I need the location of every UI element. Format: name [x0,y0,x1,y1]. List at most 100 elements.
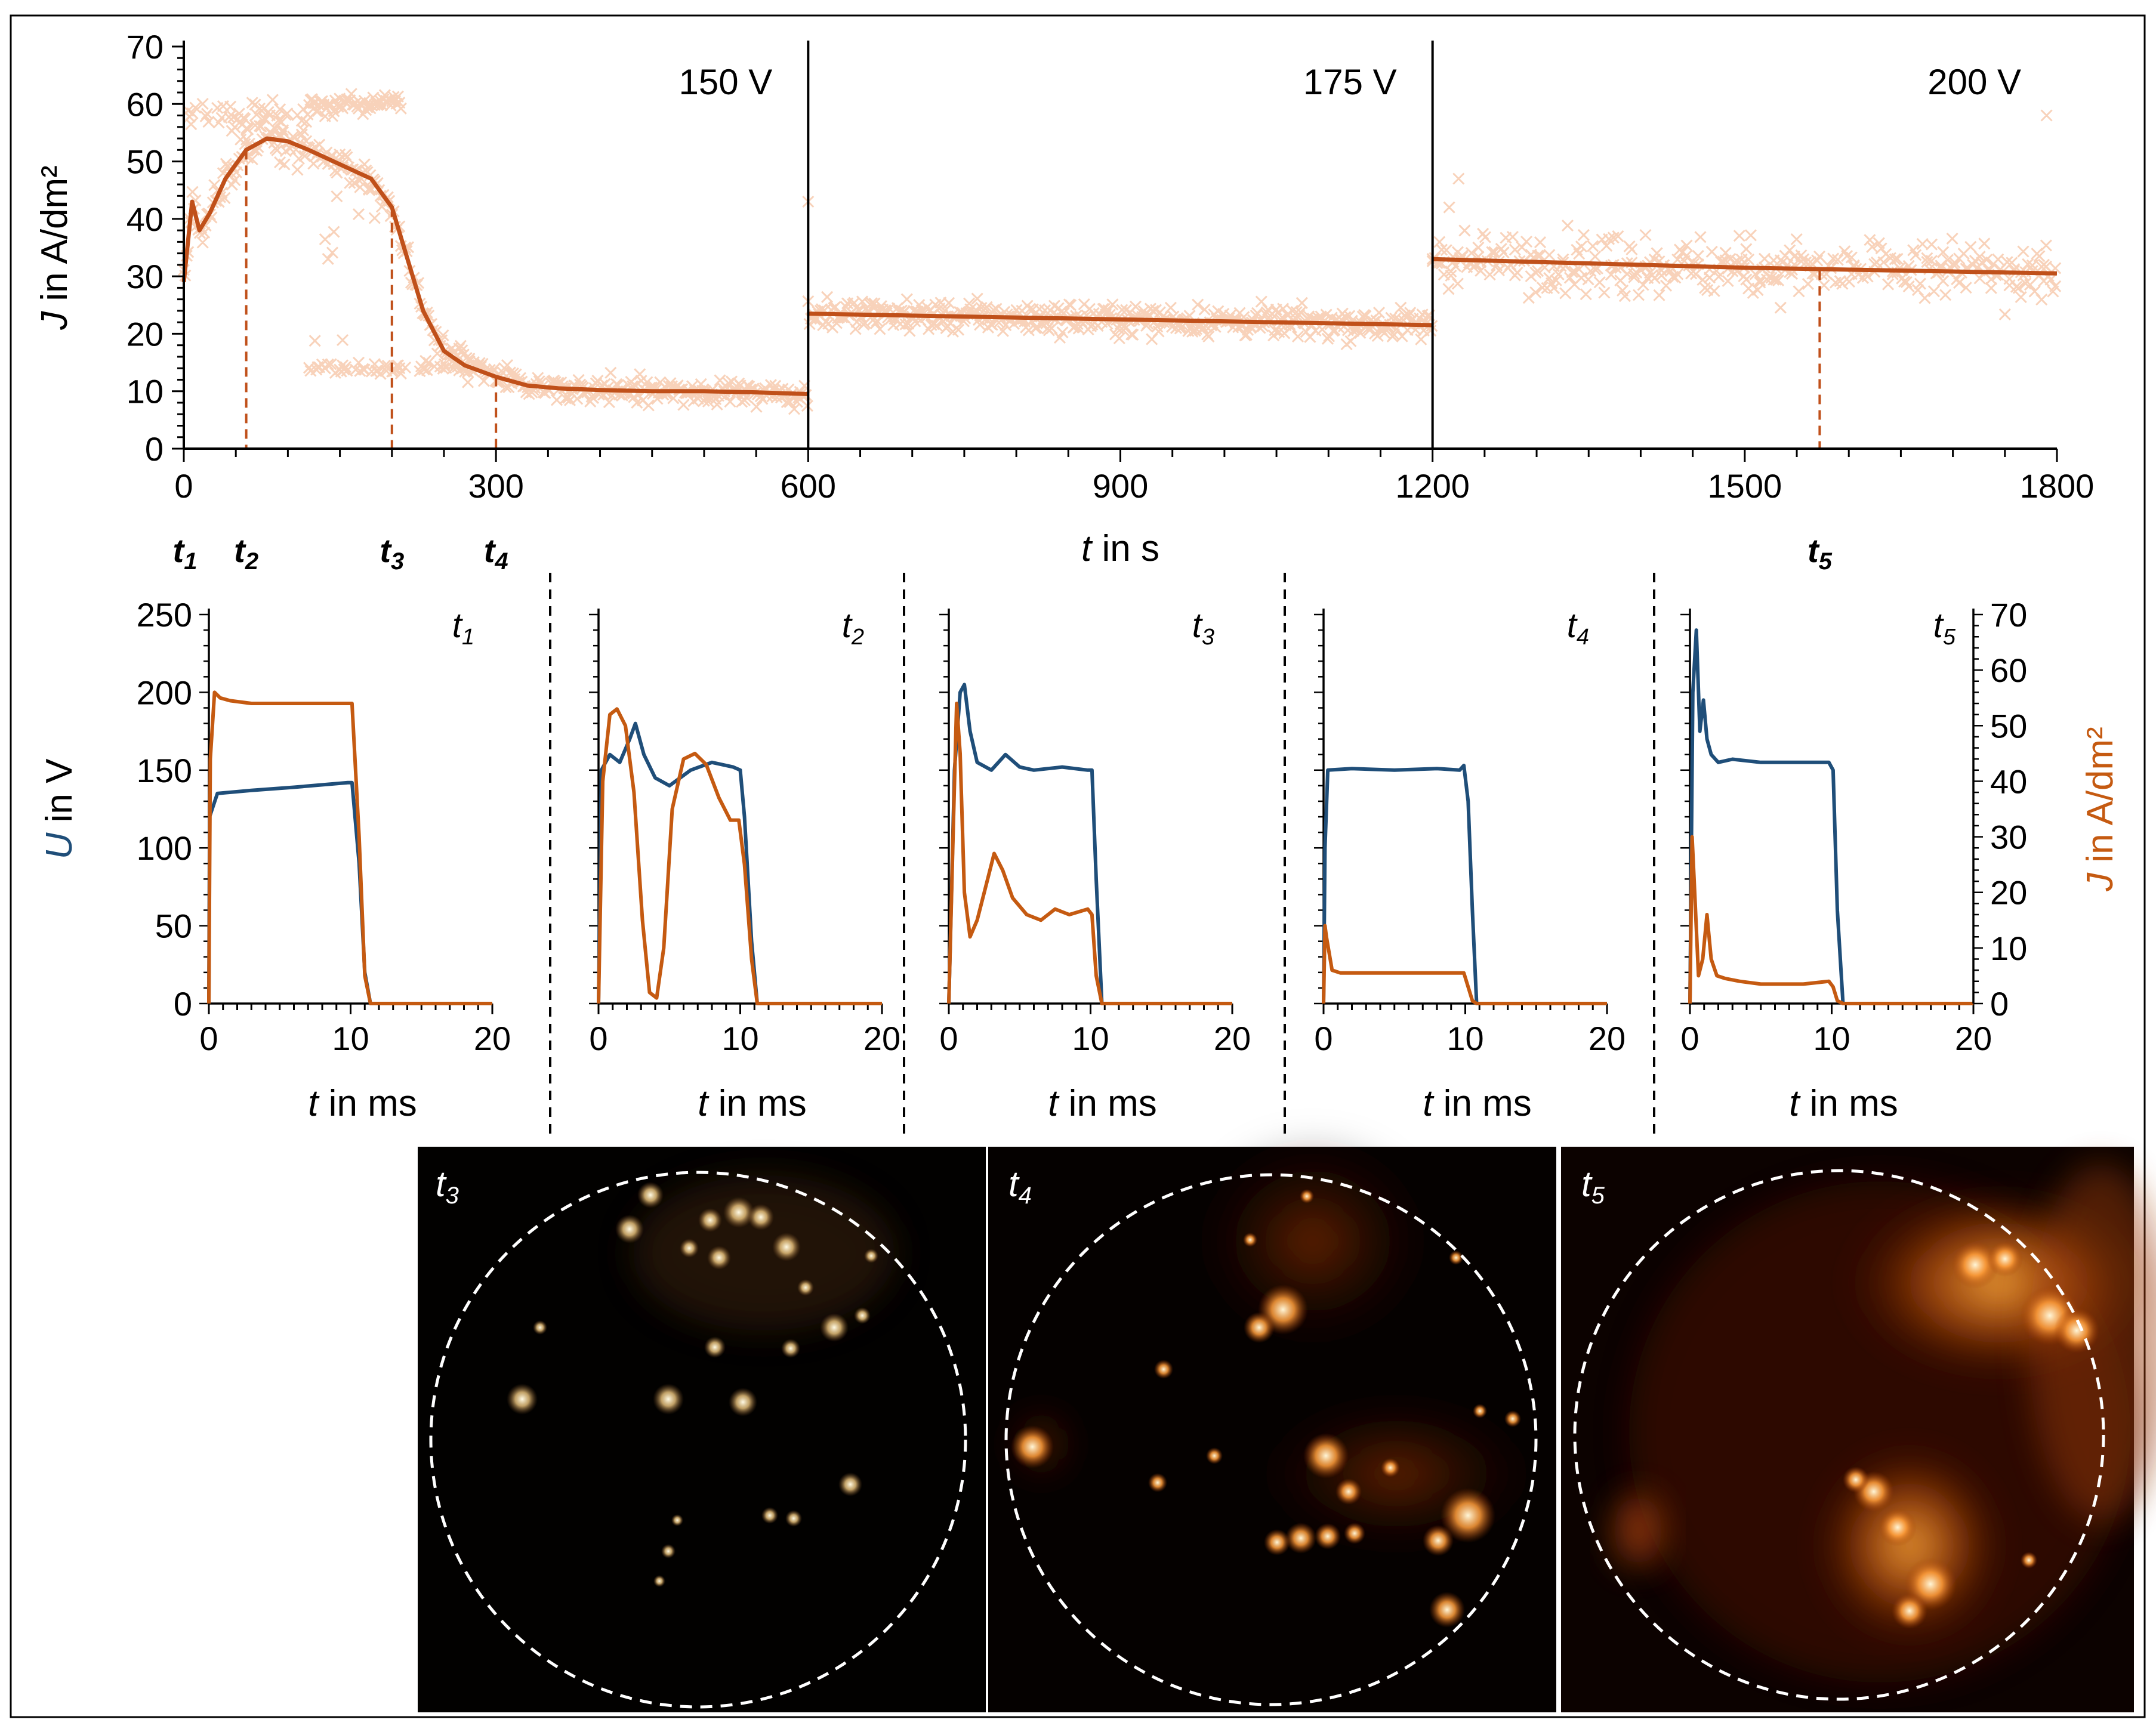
top-chart: 0 300 600 900 1200 1500 1800 0 10 20 30 40 50 60 70 t i… [34,28,2094,575]
photo-t5-discharges [1614,1163,2156,1682]
u-tick-label: 250 [137,596,192,634]
panel-tag-t1: t1 [452,606,474,650]
panel-x-tick-label: 0 [589,1020,607,1057]
photo-t4-sample-outline [1004,1173,1538,1706]
voltage-label: 200 V [1927,62,2021,102]
j-tick-label: 30 [1990,819,2027,856]
panel-x-tick-label: 20 [1955,1020,1992,1057]
time-mark-label-t4: t4 [484,532,508,575]
panel-t1: 0 10 20 t in ms t1 [199,606,511,1124]
panel-x-axis-title: t in ms [1048,1083,1157,1124]
j-axis-title: J in A/dm² [2080,727,2121,892]
current-trace-t2 [597,707,882,1005]
j-tick-label: 10 [1990,930,2027,967]
panel-x-tick-label: 0 [1680,1020,1699,1057]
y-tick-label: 40 [127,200,164,238]
j-tick-label: 0 [1990,985,2009,1023]
photo-t5-sample-outline [1573,1169,2105,1701]
u-tick-label: 50 [155,907,192,945]
x-tick-label: 1800 [2020,467,2095,505]
photo-t3-label: t3 [436,1164,459,1209]
x-tick-label: 300 [468,467,523,505]
photo-t4-discharges [1005,1134,1540,1628]
panel-tag-t3: t3 [1192,606,1214,650]
voltage-label: 150 V [679,62,773,102]
photo-t3: t3 [418,1147,986,1712]
panel-x-axis-title: t in ms [1789,1083,1898,1124]
x-tick-label: 600 [781,467,836,505]
x-tick-label: 900 [1093,467,1148,505]
photo-t4: t4 [988,1134,1556,1712]
time-mark-label-t2: t2 [234,532,258,575]
y-tick-label: 0 [145,430,164,468]
raw-data-scatter [177,88,2062,415]
panel-x-axis-title: t in ms [1423,1083,1532,1124]
u-tick-label: 150 [137,752,192,789]
y-tick-label: 50 [127,143,164,181]
voltage-label: 175 V [1303,62,1397,102]
top-axes [172,41,2058,462]
panel-x-tick-label: 0 [199,1020,218,1057]
segment-dividers [807,41,1434,449]
panel-x-tick-label: 10 [332,1020,369,1057]
y-tick-label: 10 [127,373,164,410]
y-tick-label: 20 [127,315,164,353]
u-tick-label: 200 [137,674,192,711]
voltage-trace-t1 [207,780,492,1005]
panel-x-tick-label: 10 [1813,1020,1850,1057]
y-tick-label: 30 [127,258,164,295]
panel-t2: 0 10 20 t in ms t2 [589,606,900,1124]
photo-row: t3 t4 [418,1134,2156,1712]
u-axis-title: U in V [39,758,80,859]
photo-t3-sample-outline [429,1171,967,1709]
top-labels: 0 300 600 900 1200 1500 1800 0 10 20 30 40 50 60 70 t i… [34,28,2094,575]
panel-x-tick-label: 0 [1314,1020,1333,1057]
j-tick-label: 40 [1990,762,2027,800]
u-tick-label: 0 [174,985,192,1023]
voltage-trace-t3 [947,683,1232,1005]
panel-t3: 0 10 20 t in ms t3 [939,606,1251,1124]
panel-x-tick-label: 10 [1446,1020,1483,1057]
x-tick-label: 1200 [1395,467,1470,505]
panel-x-tick-label: 20 [474,1020,511,1057]
x-axis-title: t in s [1081,528,1159,569]
panel-x-tick-label: 20 [1214,1020,1251,1057]
j-tick-label: 50 [1990,707,2027,745]
mean-curve-segment-1 [181,136,809,396]
time-mark-label-t3: t3 [380,532,404,575]
mean-curve-segment-2 [808,311,1433,328]
panel-tag-t4: t4 [1567,606,1589,650]
y-axis-title: J in A/dm² [34,165,75,331]
panel-t4: 0 10 20 t in ms t4 [1314,606,1626,1124]
panel-tag-t5: t5 [1933,606,1956,650]
time-mark-dashes [183,150,1821,449]
j-tick-label: 20 [1990,874,2027,912]
current-trace-t5 [1688,835,1973,1005]
panel-x-axis-title: t in ms [698,1083,807,1124]
figure-frame [10,14,2146,1718]
photo-t5: t5 [1561,1147,2156,1712]
x-tick-label: 1500 [1708,467,1782,505]
voltage-trace-t4 [1322,764,1607,1005]
panel-tag-t2: t2 [842,606,864,650]
raw-data-crosses [177,88,2062,415]
x-tick-label: 0 [174,467,193,505]
panel-x-tick-label: 10 [1072,1020,1109,1057]
photo-t5-label: t5 [1581,1164,1605,1209]
waveform-panels: 0 10 20 t in ms t1 0 10 20 t in ms t2 0 10 20 t in ms… [39,573,2121,1138]
panel-x-axis-title: t in ms [308,1083,417,1124]
voltage-trace-t5 [1688,628,1973,1005]
voltage-trace-t2 [597,721,882,1005]
y-tick-label: 70 [127,28,164,66]
time-mark-label-t5: t5 [1808,532,1833,575]
current-trace-t4 [1322,924,1607,1005]
photo-t3-discharges [507,1175,895,1587]
y-tick-label: 60 [127,85,164,123]
mean-curve-segment-3 [1432,257,2058,276]
photo-t4-label: t4 [1008,1164,1032,1209]
panel-x-tick-label: 0 [939,1020,958,1057]
time-mark-label-t1: t1 [173,532,198,575]
j-tick-label: 70 [1990,596,2027,634]
panel-x-tick-label: 10 [721,1020,758,1057]
